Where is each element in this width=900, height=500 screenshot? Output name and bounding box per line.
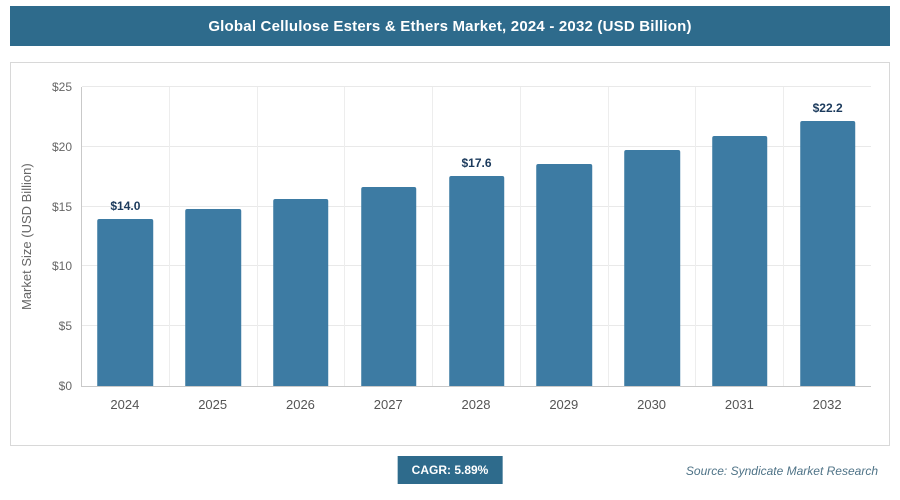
x-tick-label-2032: 2032	[812, 397, 842, 412]
bar-2027	[360, 187, 417, 386]
y-tick-label: $10	[51, 259, 72, 274]
bar-2029	[536, 163, 593, 386]
bar-2025	[185, 209, 241, 386]
x-tick-label-2025: 2025	[198, 397, 228, 412]
bar-column-2027	[345, 87, 434, 386]
x-tick-label-2029: 2029	[549, 397, 579, 412]
chart-title-bar: Global Cellulose Esters & Ethers Market,…	[10, 6, 890, 46]
bar-column-2028: $17.6	[433, 87, 521, 386]
x-tick-label-2031: 2031	[724, 397, 754, 412]
cagr-badge: CAGR: 5.89%	[397, 456, 503, 484]
bar-2026	[273, 199, 329, 386]
bar-column-2024: $14.0	[82, 87, 170, 386]
x-tick-label-2026: 2026	[285, 397, 315, 412]
y-tick-label: $0	[58, 379, 72, 393]
bar-value-label-2024: $14.0	[110, 198, 141, 213]
bar-column-2030	[609, 87, 697, 386]
bar-2028	[448, 175, 505, 386]
plot-area: $0 $5 $10 $15 $20 $25 $14.0 $17.6 $22.2	[52, 80, 871, 393]
bar-column-2025	[170, 87, 258, 386]
x-axis-labels: 2024 2025 2026 2027 2028 2029 2030 2031 2032	[81, 397, 871, 412]
x-tick-label-2027: 2027	[373, 397, 403, 412]
y-axis-title: Market Size (USD Billion)	[19, 163, 34, 311]
chart-area: Market Size (USD Billion) $0 $5 $10 $15 $20 $…	[10, 62, 890, 446]
h-gridline	[82, 86, 871, 87]
bar-value-label-2032: $22.2	[812, 100, 843, 115]
chart-footer: CAGR: 5.89% Source: Syndicate Market Res…	[10, 456, 890, 488]
bar-column-2032: $22.2	[784, 87, 871, 386]
y-tick-label: $20	[51, 139, 72, 154]
x-tick-label-2028: 2028	[461, 397, 491, 412]
y-tick-label: $5	[58, 319, 72, 334]
x-tick-label-2024: 2024	[110, 397, 140, 412]
bar-column-2026	[258, 87, 346, 386]
chart-title: Global Cellulose Esters & Ethers Market,…	[208, 17, 692, 35]
bar-value-label-2028: $17.6	[461, 155, 492, 170]
source-note: Source: Syndicate Market Research	[685, 464, 878, 478]
y-tick-label: $15	[51, 199, 72, 214]
bar-2030	[624, 150, 680, 386]
bar-columns: $14.0 $17.6 $22.2	[82, 87, 871, 386]
h-gridline	[82, 145, 871, 147]
bar-2031	[712, 136, 768, 386]
bar-2024	[97, 218, 154, 386]
x-tick-label-2030: 2030	[637, 397, 667, 412]
bar-2032	[799, 120, 856, 386]
bar-column-2031	[696, 87, 785, 386]
y-tick-label: $25	[51, 80, 72, 94]
bar-column-2029	[521, 87, 609, 386]
